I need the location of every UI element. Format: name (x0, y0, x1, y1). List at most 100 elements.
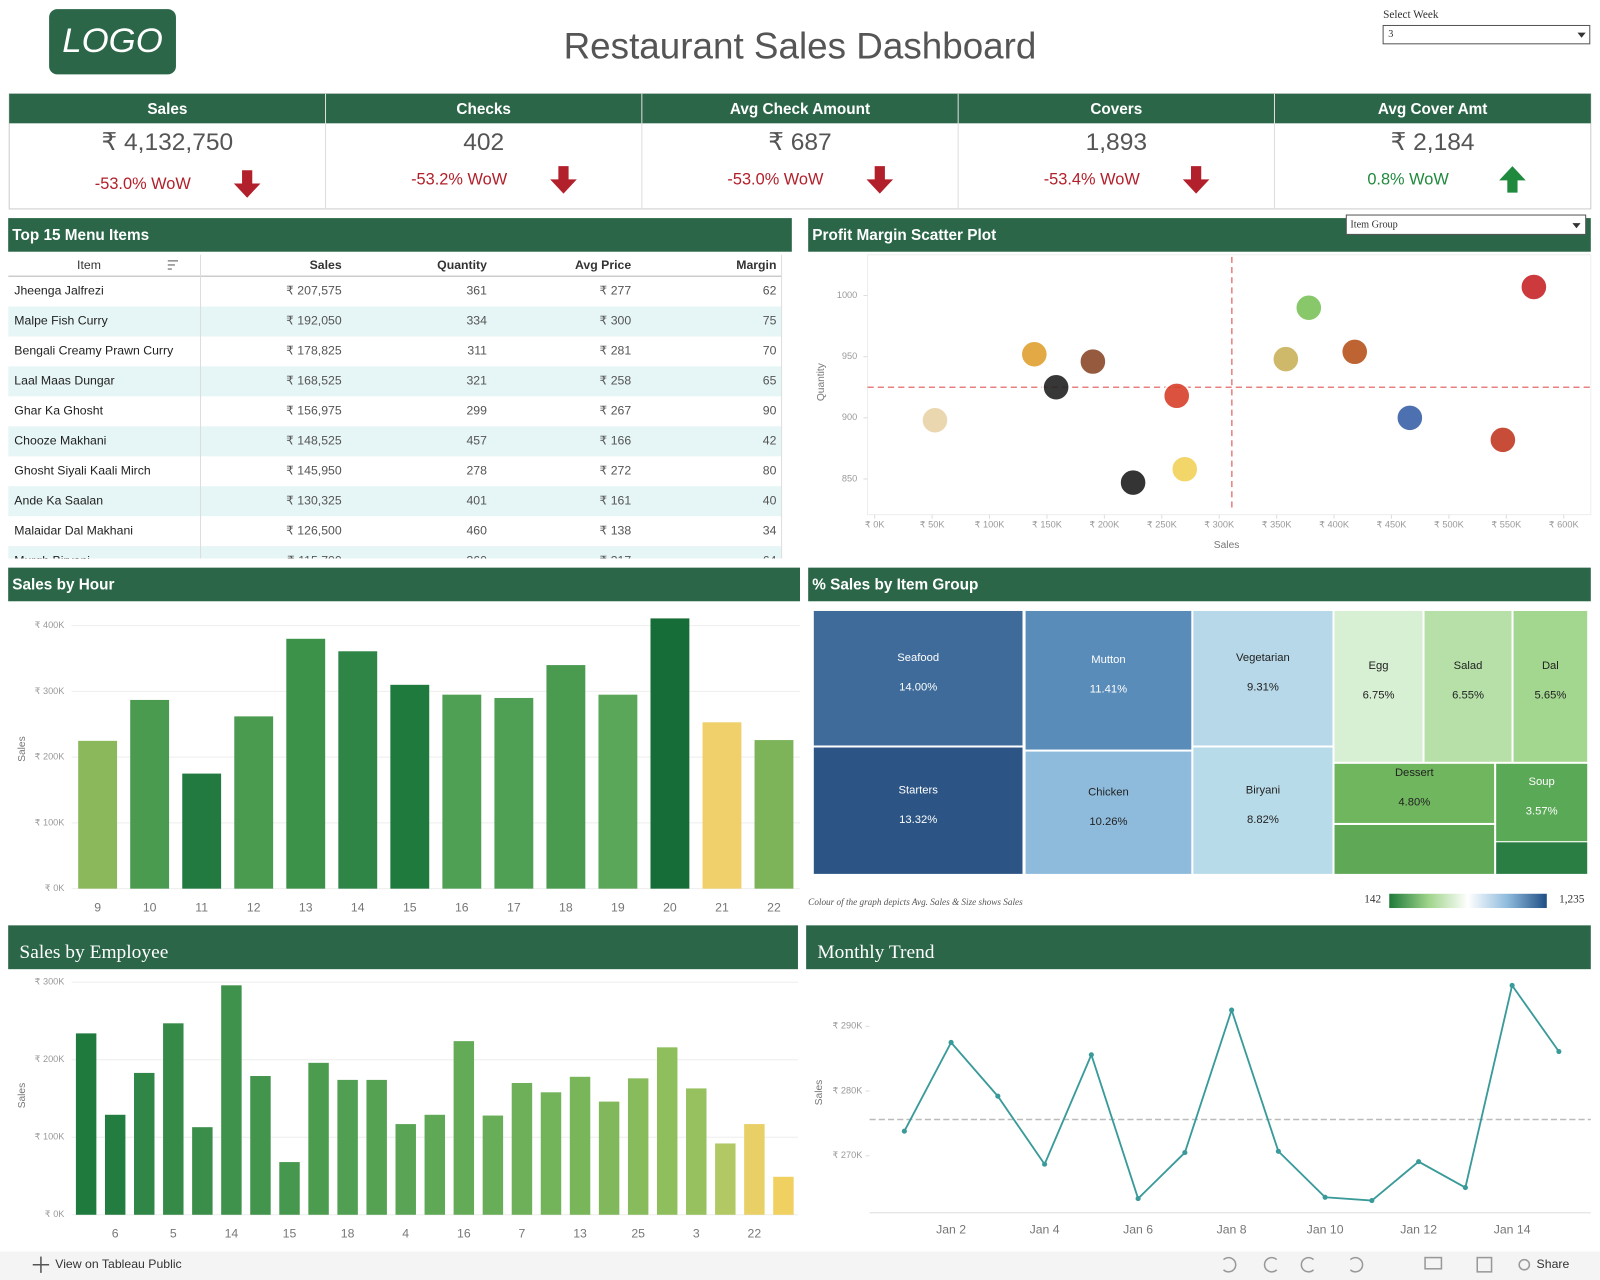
scatter-point (1041, 372, 1071, 402)
treemap-cell (1495, 762, 1589, 843)
cell-value: 9.31% (1247, 681, 1279, 693)
x-tick-label: 20 (663, 900, 677, 914)
table-cell: ₹ 317 (600, 553, 632, 567)
week-value[interactable]: 3 (1388, 29, 1393, 40)
x-tick-label: 22 (748, 1226, 762, 1240)
bar (163, 1023, 184, 1215)
bar (627, 1078, 649, 1215)
table-cell: 311 (467, 344, 487, 358)
treemap-cell (1423, 609, 1513, 763)
table-cell: 80 (763, 463, 777, 477)
table-cell: 34 (763, 523, 777, 537)
scatter-point (1162, 381, 1192, 411)
table-cell: 62 (763, 284, 777, 298)
bar (546, 665, 586, 889)
kpi-change: 0.8% WoW (1367, 171, 1449, 189)
kpi-label: Sales (147, 101, 187, 118)
x-tick-label: Jan 10 (1307, 1222, 1344, 1236)
scatter-point (1170, 454, 1200, 484)
scatter-point (1519, 272, 1549, 302)
bar (130, 699, 170, 889)
dropdown-arrow[interactable] (1577, 32, 1586, 38)
bar (744, 1124, 765, 1215)
x-tick-label: 18 (559, 900, 573, 914)
table-cell: 460 (466, 523, 487, 537)
trend-line (903, 983, 1560, 1202)
table-cell: 70 (763, 344, 777, 358)
toolbar-icons[interactable] (1222, 1256, 1531, 1273)
x-tick-label: Jan 12 (1400, 1222, 1437, 1236)
table: Item Sales Quantity Avg Price Margin Jheenga … (8, 254, 783, 567)
table-cell: Ande Ka Saalan (14, 493, 103, 507)
scatter-point (1340, 337, 1370, 367)
bar (182, 773, 222, 889)
table-cell: ₹ 168,525 (286, 374, 342, 388)
x-tick-label: ₹ 200K (1089, 519, 1120, 529)
table-cell: Malaidar Dal Makhani (14, 523, 133, 537)
kpi-header (9, 93, 326, 124)
row-band (8, 426, 782, 457)
column-header: Sales (310, 258, 342, 272)
y-tick-label: ₹ 270K (833, 1150, 864, 1160)
y-tick-label: ₹ 200K (35, 752, 66, 762)
table-cell: ₹ 178,825 (286, 344, 342, 358)
kpi-change: -53.4% WoW (1044, 171, 1141, 189)
tableau-icon[interactable] (32, 1256, 50, 1273)
week-dropdown[interactable] (1382, 24, 1591, 45)
x-tick-label: 25 (631, 1226, 645, 1240)
cell-value: 13.32% (899, 814, 937, 826)
x-axis-title: Sales (1214, 540, 1240, 551)
dropdown-arrow (1572, 223, 1581, 229)
x-tick-label: Jan 14 (1494, 1222, 1531, 1236)
cell-value: 4.80% (1398, 797, 1430, 809)
y-tick-label: 950 (842, 351, 857, 361)
bar (234, 716, 274, 889)
treemap-cell (1333, 609, 1424, 763)
trend-point (1509, 982, 1515, 989)
kpi-change: -53.0% WoW (727, 171, 824, 189)
footer-link[interactable]: View on Tableau Public (55, 1257, 181, 1271)
x-tick-label: ₹ 500K (1434, 519, 1465, 529)
table-cell: 75 (763, 314, 777, 328)
table-cell: ₹ 192,050 (286, 314, 342, 328)
kpi-arrow (233, 170, 261, 198)
y-tick-label: ₹ 100K (35, 817, 66, 827)
table-cell: ₹ 207,575 (286, 284, 342, 298)
kpi-value: ₹ 2,184 (1391, 129, 1475, 156)
bar (442, 694, 482, 889)
row-band (8, 306, 782, 337)
table-cell: 321 (466, 374, 487, 388)
table-cell: 299 (466, 404, 487, 418)
kpi-change: -53.2% WoW (411, 171, 508, 189)
trend-point (1462, 1185, 1468, 1191)
item-group-dropdown[interactable] (1345, 214, 1587, 235)
cell-value: 14.00% (899, 681, 937, 693)
dropdown-text[interactable]: Item Group (1350, 220, 1397, 231)
table-cell: 64 (763, 553, 777, 567)
panel-header (8, 218, 792, 252)
x-tick-label: ₹ 400K (1319, 519, 1350, 529)
y-tick-label: ₹ 0K (45, 1209, 66, 1219)
panel-title: % Sales by Item Group (812, 577, 978, 594)
y-axis-title: Quantity (816, 362, 827, 401)
y-tick-label: ₹ 100K (35, 1132, 66, 1142)
bar (286, 638, 326, 889)
bar (540, 1092, 562, 1215)
trend-point (1229, 1007, 1235, 1013)
table-cell: 42 (763, 434, 777, 448)
cell-label: Soup (1529, 776, 1555, 788)
table-cell: 278 (466, 463, 487, 477)
table-cell: ₹ 130,325 (286, 493, 342, 507)
table-cell: 361 (466, 284, 487, 298)
cell-value: 6.75% (1363, 690, 1395, 702)
share-button[interactable]: Share (1537, 1257, 1570, 1271)
trend-point (1182, 1150, 1188, 1156)
x-tick-label: 19 (611, 900, 625, 914)
x-tick-label: ₹ 150K (1032, 519, 1063, 529)
cell-label: Vegetarian (1236, 652, 1290, 664)
treemap-cell (1024, 750, 1193, 875)
bar (569, 1076, 591, 1215)
column-header: Quantity (437, 258, 487, 272)
bar (453, 1041, 475, 1215)
